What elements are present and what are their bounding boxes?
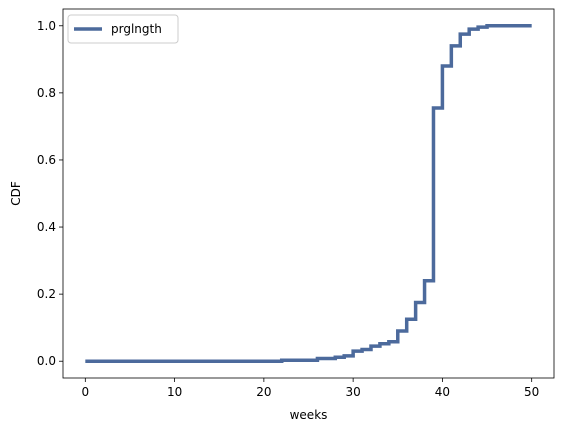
- y-tick-label: 0.8: [37, 86, 56, 100]
- legend-box: [67, 14, 179, 44]
- x-tick-label: 0: [81, 385, 89, 399]
- plot-frame: [62, 8, 555, 379]
- x-tick-label: 40: [435, 385, 450, 399]
- y-tick-label: 1.0: [37, 19, 56, 33]
- x-axis-label: weeks: [290, 408, 328, 422]
- y-tick-label: 0.2: [37, 287, 56, 301]
- x-tick-label: 10: [167, 385, 182, 399]
- legend: prglngth: [67, 14, 179, 44]
- x-tick-label: 30: [345, 385, 360, 399]
- y-tick-label: 0.4: [37, 220, 56, 234]
- legend-label-prglngth: prglngth: [111, 22, 162, 36]
- y-tick-label: 0.0: [37, 354, 56, 368]
- y-tick-label: 0.6: [37, 153, 56, 167]
- y-axis-ticks: 0.0 0.2 0.4 0.6 0.8 1.0: [37, 19, 63, 368]
- plot-area: [62, 8, 555, 379]
- y-axis-label: CDF: [9, 181, 23, 206]
- x-axis-ticks: 0 10 20 30 40 50: [81, 378, 539, 399]
- x-tick-label: 20: [256, 385, 271, 399]
- x-tick-label: 50: [524, 385, 539, 399]
- series-line-prglngth: [85, 24, 532, 363]
